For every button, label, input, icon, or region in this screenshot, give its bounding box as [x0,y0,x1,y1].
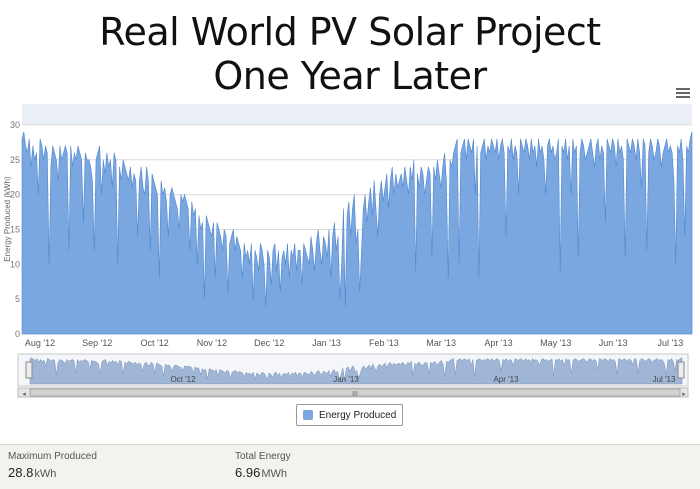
navigator-tick-label: Oct '12 [170,375,196,384]
legend-label: Energy Produced [319,409,397,421]
x-tick-label: Feb '13 [369,338,399,348]
chart-svg: 0 5 10 15 20 25 30 Energy Produced (kWh) Aug '12… [3,104,693,398]
x-tick-label: Sep '12 [82,338,112,348]
navigator-tick-label: Jul '13 [653,375,676,384]
y-tick-label: 0 [15,329,20,339]
title-line2: One Year Later [213,54,487,98]
navigator-handle-right [677,361,685,379]
title-line1: Real World PV Solar Project [99,10,601,54]
plot-top-band [22,104,692,125]
navigator-tick-label: Apr '13 [493,375,519,384]
legend-item-energy-produced[interactable]: Energy Produced [296,404,404,426]
y-tick-label: 10 [10,259,20,269]
stat-total-unit: MWh [261,468,287,480]
x-tick-label: Jun '13 [599,338,628,348]
y-tick-label: 15 [10,224,20,234]
scroll-left-arrow-icon: ◂ [22,391,26,398]
stat-max-value-row: 28.8kWh [8,465,97,480]
x-tick-label: May '13 [540,338,571,348]
stat-total-label: Total Energy [235,451,291,462]
x-tick-label: Apr '13 [484,338,512,348]
scrollbar-grip-icon: III [352,391,358,398]
stat-total-value-row: 6.96MWh [235,465,291,480]
x-tick-label: Aug '12 [25,338,55,348]
y-tick-label: 25 [10,155,20,165]
chart-panel: 0 5 10 15 20 25 30 Energy Produced (kWh) Aug '12… [0,98,700,398]
x-tick-label: Jul '13 [658,338,684,348]
chart-menu-icon[interactable] [676,88,690,98]
navigator-series [29,357,683,385]
series-area-energy-produced [21,131,693,335]
stat-maximum: Maximum Produced 28.8kWh [8,451,97,480]
stat-max-label: Maximum Produced [8,451,97,462]
stat-max-value: 28.8 [8,465,34,480]
navigator-handle-left [25,361,33,379]
navigator-tick-label: Jan '13 [333,375,359,384]
y-tick-label: 30 [10,120,20,130]
x-tick-label: Jan '13 [312,338,341,348]
stat-total: Total Energy 6.96MWh [235,451,291,480]
x-tick-label: Dec '12 [254,338,284,348]
legend-swatch [303,410,313,420]
stat-total-value: 6.96 [235,465,261,480]
y-axis-label: Energy Produced (kWh) [3,176,12,262]
stats-footer: Maximum Produced 28.8kWh Total Energy 6.… [0,444,700,489]
scrollbar-thumb [29,388,681,397]
stat-max-unit: kWh [34,468,57,480]
x-tick-label: Mar '13 [426,338,456,348]
x-tick-label: Nov '12 [197,338,227,348]
x-tick-label: Oct '12 [141,338,169,348]
y-tick-label: 20 [10,190,20,200]
scroll-right-arrow-icon: ▸ [682,391,686,398]
y-tick-label: 5 [15,294,20,304]
